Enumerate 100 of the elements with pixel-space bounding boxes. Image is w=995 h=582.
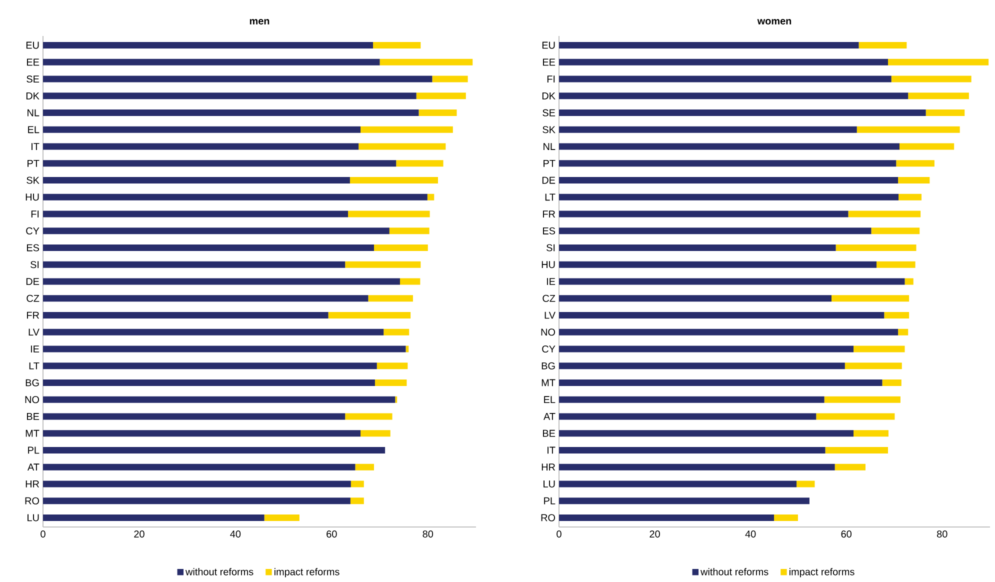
- bar: [904, 278, 914, 285]
- bar: [559, 498, 810, 504]
- bar: [559, 480, 797, 488]
- bar: [43, 244, 374, 252]
- bar: [559, 244, 836, 252]
- bar: [559, 42, 859, 49]
- bar: [350, 177, 438, 184]
- y-tick-label: DE: [542, 176, 556, 184]
- bar: [926, 110, 965, 116]
- bar: [43, 228, 390, 234]
- y-tick-label: HR: [542, 464, 556, 471]
- y-tick-label: CZ: [26, 294, 40, 302]
- chart-title: men: [250, 19, 270, 24]
- bar: [831, 295, 910, 302]
- bar: [559, 177, 898, 184]
- bar: [43, 498, 350, 504]
- bar: [559, 76, 892, 82]
- y-tick-label: AT: [544, 413, 556, 420]
- bar: [43, 110, 419, 116]
- bar: [559, 446, 826, 454]
- bar: [427, 194, 434, 200]
- y-tick-label: CZ: [542, 294, 556, 302]
- bar: [384, 328, 410, 336]
- y-tick-label: DE: [26, 278, 40, 285]
- y-tick-label: EE: [543, 58, 556, 66]
- bar: [559, 110, 926, 116]
- legend-label: without reforms: [700, 568, 768, 576]
- bar: [374, 379, 407, 386]
- x-tick-label: 0: [40, 530, 46, 538]
- y-tick-label: ES: [543, 227, 556, 234]
- bar: [360, 126, 453, 133]
- bar: [559, 396, 824, 403]
- x-tick-label: 60: [841, 530, 852, 538]
- bar: [888, 58, 989, 66]
- y-tick-label: PL: [28, 446, 40, 454]
- y-tick-label: LU: [28, 514, 39, 522]
- bar: [43, 430, 361, 437]
- bar: [43, 143, 359, 150]
- y-tick-label: FR: [543, 210, 556, 218]
- bar: [854, 346, 905, 352]
- bar: [848, 210, 921, 218]
- y-tick-label: LV: [544, 312, 556, 319]
- bar: [559, 514, 774, 521]
- bar: [43, 346, 406, 352]
- y-tick-label: HU: [542, 261, 555, 268]
- bar: [358, 143, 446, 150]
- bar: [376, 362, 408, 370]
- bar: [559, 413, 816, 420]
- bar: [559, 92, 908, 100]
- bar: [264, 514, 300, 521]
- bar: [374, 244, 428, 252]
- bar: [854, 430, 888, 437]
- y-tick-label: IE: [30, 346, 40, 352]
- bar: [43, 261, 346, 268]
- y-tick-label: EL: [544, 396, 556, 404]
- bar: [898, 328, 908, 336]
- bar: [43, 58, 380, 66]
- y-tick-label: EL: [28, 126, 40, 134]
- y-tick-label: SI: [30, 261, 39, 268]
- bar: [380, 58, 473, 66]
- y-tick-label: HU: [26, 194, 39, 201]
- y-tick-label: LV: [28, 328, 40, 336]
- y-tick-label: DK: [542, 92, 556, 100]
- y-tick-label: IT: [32, 143, 40, 150]
- y-tick-label: FI: [547, 76, 555, 82]
- bar: [559, 160, 896, 167]
- bar: [43, 396, 396, 403]
- y-tick-label: SI: [546, 244, 555, 252]
- y-tick-label: DK: [26, 92, 40, 100]
- bar: [559, 143, 900, 150]
- bar: [348, 210, 430, 218]
- y-tick-label: PL: [544, 497, 556, 504]
- y-tick-label: NL: [28, 109, 40, 116]
- bar: [836, 244, 916, 252]
- y-tick-label: IE: [546, 278, 556, 285]
- bar: [898, 177, 930, 184]
- bar: [559, 312, 884, 318]
- y-tick-label: LU: [544, 480, 555, 488]
- bar: [43, 464, 356, 470]
- y-tick-label: RO: [541, 514, 556, 522]
- y-tick-label: FR: [27, 312, 40, 319]
- bar: [559, 278, 905, 285]
- bar: [884, 312, 910, 318]
- bar: [559, 295, 832, 302]
- bar: [43, 126, 361, 133]
- bar: [345, 261, 421, 268]
- bar: [43, 160, 396, 167]
- legend-label: without reforms: [186, 568, 254, 576]
- bar: [559, 328, 898, 336]
- bar: [844, 362, 902, 370]
- bar: [856, 126, 960, 133]
- bar: [360, 430, 390, 437]
- y-tick-label: CY: [26, 227, 40, 234]
- bar: [432, 76, 468, 82]
- bar: [43, 446, 386, 454]
- bar: [43, 413, 346, 420]
- y-tick-label: RO: [25, 497, 40, 504]
- y-tick-label: NL: [544, 143, 556, 150]
- bar: [882, 379, 902, 386]
- legend-label: impact reforms: [790, 568, 854, 578]
